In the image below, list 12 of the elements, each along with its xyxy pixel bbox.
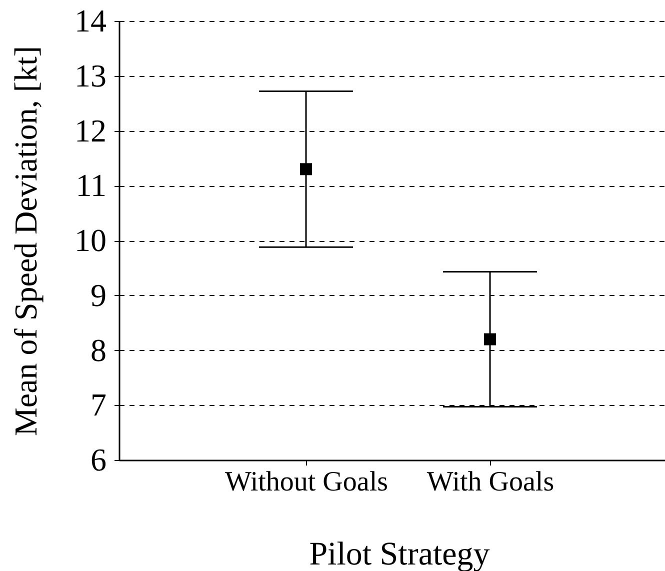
x-tick-label: Without Goals xyxy=(225,466,388,498)
y-tick-label: 7 xyxy=(90,386,106,423)
y-tick-label: 14 xyxy=(74,2,106,38)
y-tick-label: 12 xyxy=(74,112,106,148)
x-tick-label: With Goals xyxy=(426,466,554,498)
y-tick-label: 11 xyxy=(76,167,106,204)
y-tick-label: 13 xyxy=(74,57,106,94)
y-tick-label: 9 xyxy=(90,276,106,313)
y-tick-label: 8 xyxy=(90,332,106,368)
y-tick-label: 6 xyxy=(90,442,106,478)
y-axis-title: Mean of Speed Deviation, [kt] xyxy=(8,46,44,436)
y-tick-label: 10 xyxy=(74,222,106,258)
